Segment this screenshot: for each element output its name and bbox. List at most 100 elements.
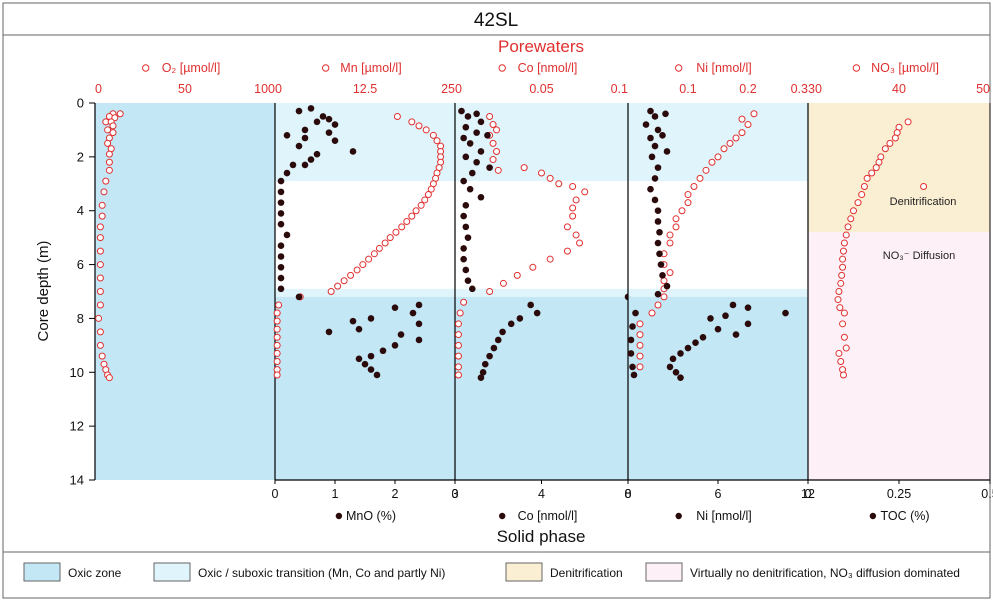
data-point — [860, 182, 868, 190]
data-point — [835, 349, 843, 357]
data-point — [651, 196, 659, 204]
data-point — [572, 231, 580, 239]
data-point — [325, 328, 333, 336]
top-axis-label: O₂ [µmol/l] — [162, 61, 221, 75]
bottom-tick-label: 0.25 — [887, 487, 911, 501]
data-point — [651, 113, 659, 120]
series-porewater — [95, 110, 124, 382]
data-point — [277, 253, 285, 260]
top-tick-label: 0.1 — [679, 82, 696, 96]
data-point — [782, 309, 789, 317]
data-point — [648, 153, 656, 161]
data-point — [375, 244, 383, 252]
data-point — [96, 247, 104, 255]
bottom-tick-label: 0 — [805, 487, 812, 501]
top-axis-label: Co [nmol/l] — [518, 61, 578, 75]
data-point — [277, 242, 285, 250]
data-point — [572, 196, 580, 204]
data-point — [412, 207, 420, 215]
data-point — [462, 123, 470, 131]
data-point — [835, 288, 843, 295]
data-point — [484, 132, 491, 139]
data-point — [365, 255, 373, 263]
data-point — [462, 202, 470, 209]
series-porewater — [454, 112, 589, 379]
data-point — [331, 137, 339, 144]
data-point — [666, 269, 674, 277]
data-point — [732, 331, 740, 338]
data-point — [720, 145, 728, 153]
data-point — [273, 341, 281, 349]
data-point — [353, 266, 361, 274]
data-point — [836, 304, 844, 312]
data-point — [555, 180, 563, 188]
data-point — [477, 374, 485, 381]
solid-phase-heading: Solid phase — [497, 527, 586, 546]
data-point — [301, 161, 309, 169]
data-point — [313, 118, 321, 126]
data-point — [494, 336, 502, 344]
data-point — [393, 112, 401, 120]
data-point — [842, 231, 850, 239]
legend-swatch — [153, 562, 191, 582]
data-point — [367, 366, 375, 373]
bottom-tick-label: 4 — [538, 487, 545, 501]
data-point — [96, 328, 104, 336]
data-point — [840, 333, 848, 341]
data-point — [546, 174, 554, 182]
annotation-no3-diffusion: NO₃⁻ Diffusion — [883, 250, 955, 262]
data-point — [379, 347, 387, 355]
data-point — [726, 139, 734, 147]
y-tick-label: 12 — [70, 419, 84, 434]
data-point — [858, 191, 866, 199]
data-point — [105, 150, 113, 158]
data-point — [750, 110, 758, 118]
data-point — [842, 344, 850, 352]
data-point — [391, 342, 399, 349]
data-point — [494, 166, 502, 174]
data-point — [96, 288, 104, 295]
data-point — [454, 352, 462, 360]
zone-transition — [455, 288, 628, 297]
data-point — [489, 156, 497, 164]
data-point — [702, 166, 710, 174]
data-point — [847, 215, 855, 223]
data-point — [563, 247, 571, 255]
data-point — [429, 131, 437, 139]
bottom-axis-marker — [335, 512, 343, 520]
data-point — [684, 191, 692, 199]
legend-item-transition: Oxic / suboxic transition (Mn, Co and pa… — [153, 562, 445, 582]
data-point — [672, 215, 680, 223]
data-point — [109, 129, 117, 137]
data-point — [319, 113, 327, 120]
top-axis-marker — [675, 64, 683, 72]
data-point — [415, 320, 423, 328]
data-point — [477, 118, 485, 126]
data-point — [105, 166, 113, 174]
data-point — [844, 223, 852, 231]
data-point — [454, 320, 462, 328]
data-point — [875, 158, 883, 166]
bottom-tick-label: 8 — [625, 487, 632, 501]
data-point — [886, 139, 894, 147]
panel-no3: 30 40 50 NO₃ [µmol/l] 0 0.25 0.5 TOC (%) — [805, 61, 993, 523]
data-point — [529, 263, 537, 271]
data-point — [403, 217, 411, 225]
series-porewater — [834, 118, 928, 379]
top-tick-label: 0.3 — [791, 82, 808, 96]
data-point — [409, 309, 417, 317]
data-point — [96, 274, 104, 282]
data-point — [490, 344, 498, 352]
data-point — [116, 110, 124, 118]
data-point — [460, 177, 467, 185]
bottom-tick-label: 0 — [625, 487, 632, 501]
zone-transition — [275, 288, 455, 297]
data-point — [415, 336, 423, 344]
data-point — [98, 212, 106, 220]
data-point — [460, 212, 467, 220]
top-tick-label: 25 — [441, 82, 455, 96]
data-point — [632, 309, 639, 317]
data-point — [647, 134, 654, 142]
y-tick-label: 0 — [77, 96, 84, 111]
data-point — [677, 350, 684, 357]
